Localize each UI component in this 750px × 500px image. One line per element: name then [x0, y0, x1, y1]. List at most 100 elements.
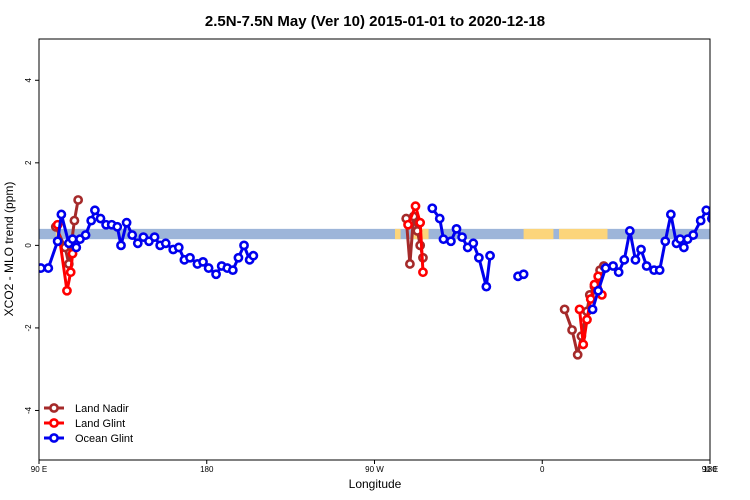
- data-point-land-nadir: [73, 195, 84, 205]
- land-strip: [395, 228, 401, 240]
- data-point-ocean-glint: [71, 242, 82, 253]
- data-point-ocean-glint: [695, 215, 706, 226]
- data-point-ocean-glint: [473, 252, 484, 263]
- data-point-ocean-glint: [427, 203, 438, 214]
- data-point-ocean-glint: [67, 234, 78, 245]
- y-tick-label: -2: [24, 324, 33, 332]
- trend-band: [39, 228, 710, 240]
- data-point-ocean-glint: [446, 236, 456, 247]
- data-point-land-glint: [418, 267, 428, 278]
- data-point-ocean-glint: [665, 209, 676, 220]
- data-point-ocean-glint: [706, 214, 710, 224]
- legend: Land Nadir Land Glint Ocean Glint: [44, 403, 133, 445]
- x-tick-label: 0: [540, 465, 545, 474]
- data-point-ocean-glint: [43, 263, 54, 273]
- data-point-land-nadir: [405, 259, 415, 269]
- data-point-ocean-glint: [636, 244, 646, 255]
- data-point-ocean-glint: [457, 232, 468, 243]
- data-point-ocean-glint: [149, 232, 160, 243]
- data-point-land-glint: [585, 294, 596, 304]
- data-point-ocean-glint: [211, 269, 221, 280]
- data-point-ocean-glint: [468, 238, 479, 249]
- data-point-ocean-glint: [481, 281, 492, 292]
- data-point-ocean-glint: [52, 236, 63, 247]
- data-point-ocean-glint: [716, 221, 723, 228]
- data-point-ocean-glint: [39, 263, 46, 273]
- data-point-ocean-glint: [239, 240, 249, 251]
- data-point-land-glint: [403, 219, 413, 230]
- data-point-land-glint: [721, 287, 728, 294]
- series-line-land-glint: [406, 204, 425, 273]
- series-land-nadir: [50, 195, 741, 360]
- land-strip: [523, 228, 554, 240]
- chart-title: 2.5N-7.5N May (Ver 10) 2015-01-01 to 202…: [205, 13, 545, 30]
- data-point-ocean-glint: [248, 250, 259, 261]
- series-line-land-glint: [718, 225, 733, 291]
- legend-swatch-marker: [49, 418, 59, 428]
- legend-label: Ocean Glint: [75, 433, 133, 445]
- legend-swatch-marker: [49, 433, 59, 443]
- y-axis: -4 -2 0 2 4: [24, 78, 39, 414]
- plot-frame: [38, 38, 711, 461]
- data-point-land-nadir: [723, 244, 730, 251]
- data-point-ocean-glint: [654, 265, 665, 276]
- series-line-ocean-glint: [591, 208, 710, 310]
- legend-item-land-glint: Land Glint: [44, 418, 125, 430]
- x-tick-label-secondary: 180: [703, 465, 717, 474]
- data-point-ocean-glint: [185, 252, 195, 263]
- data-point-ocean-glint: [80, 230, 91, 240]
- data-point-ocean-glint: [95, 213, 106, 224]
- legend-item-land-nadir: Land Nadir: [44, 403, 129, 415]
- data-point-land-glint: [582, 314, 592, 325]
- data-point-ocean-glint: [600, 263, 611, 273]
- data-point-ocean-glint: [173, 242, 184, 253]
- x-tick-label: 180: [200, 465, 214, 474]
- land-strip: [559, 228, 608, 240]
- data-point-ocean-glint: [86, 215, 97, 226]
- data-point-ocean-glint: [127, 230, 138, 240]
- data-point-ocean-glint: [132, 238, 143, 249]
- legend-label: Land Glint: [75, 418, 125, 430]
- data-point-ocean-glint: [485, 250, 495, 261]
- data-point-ocean-glint: [203, 263, 214, 273]
- data-point-land-nadir: [559, 304, 570, 315]
- data-point-ocean-glint: [121, 217, 132, 228]
- data-point-ocean-glint: [712, 221, 719, 228]
- land-strip: [721, 229, 728, 239]
- y-axis-title: XCO2 - MLO trend (ppm): [2, 182, 16, 317]
- y-tick-label: -4: [24, 406, 33, 414]
- series-line-land-nadir: [727, 200, 738, 264]
- data-point-ocean-glint: [56, 209, 67, 220]
- data-point-ocean-glint: [227, 265, 238, 276]
- series-ocean-glint: [39, 203, 741, 315]
- data-point-ocean-glint: [679, 242, 689, 253]
- legend-label: Land Nadir: [75, 403, 129, 415]
- data-point-ocean-glint: [624, 226, 635, 236]
- x-tick-label: 90 E: [702, 465, 718, 474]
- data-point-land-glint: [574, 304, 585, 315]
- x-tick-label: 90 W: [365, 465, 384, 474]
- data-point-ocean-glint: [630, 254, 641, 265]
- data-point-ocean-glint: [434, 213, 445, 224]
- land-strip: [55, 228, 58, 240]
- x-tick-label: 90 E: [31, 465, 47, 474]
- y-tick-label: 2: [24, 160, 33, 165]
- x-axis-title: Longitude: [349, 477, 402, 491]
- data-point-ocean-glint: [613, 267, 624, 278]
- data-point-land-glint: [725, 269, 732, 276]
- data-point-land-nadir: [567, 325, 577, 335]
- data-point-land-nadir: [69, 215, 80, 226]
- data-point-land-nadir: [572, 349, 583, 360]
- data-point-ocean-glint: [675, 234, 686, 245]
- data-point-land-glint: [415, 217, 426, 228]
- data-point-land-glint: [578, 339, 589, 350]
- data-point-land-glint: [410, 201, 421, 212]
- data-point-ocean-glint: [608, 261, 618, 271]
- data-point-land-nadir: [727, 260, 734, 267]
- data-point-ocean-glint: [734, 231, 741, 238]
- data-point-ocean-glint: [660, 236, 671, 247]
- data-point-land-nadir: [734, 196, 741, 203]
- data-point-ocean-glint: [619, 254, 630, 265]
- data-point-ocean-glint: [593, 285, 604, 296]
